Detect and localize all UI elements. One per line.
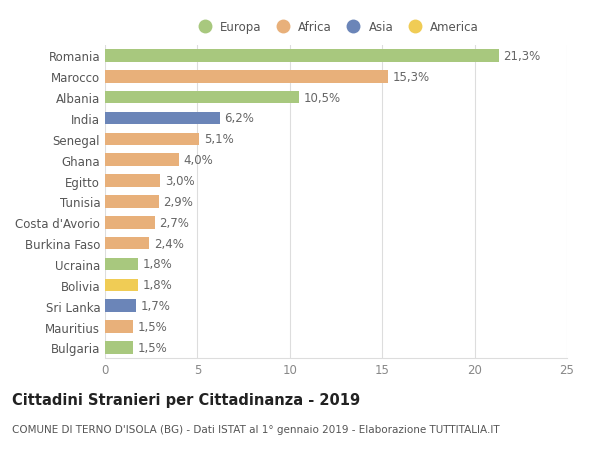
Text: 1,5%: 1,5% bbox=[137, 320, 167, 333]
Bar bbox=[105, 341, 133, 354]
Bar bbox=[105, 237, 149, 250]
Text: 10,5%: 10,5% bbox=[304, 91, 341, 104]
Text: Cittadini Stranieri per Cittadinanza - 2019: Cittadini Stranieri per Cittadinanza - 2… bbox=[12, 392, 360, 408]
Text: 1,5%: 1,5% bbox=[137, 341, 167, 354]
Text: 2,9%: 2,9% bbox=[163, 196, 193, 208]
Text: 15,3%: 15,3% bbox=[392, 71, 430, 84]
Text: 1,8%: 1,8% bbox=[143, 258, 173, 271]
Bar bbox=[105, 320, 133, 333]
Bar bbox=[105, 279, 138, 291]
Text: 2,7%: 2,7% bbox=[160, 216, 190, 229]
Bar bbox=[105, 133, 199, 146]
Text: 3,0%: 3,0% bbox=[165, 175, 194, 188]
Bar bbox=[105, 300, 136, 312]
Bar bbox=[105, 196, 158, 208]
Bar bbox=[105, 154, 179, 167]
Text: 6,2%: 6,2% bbox=[224, 112, 254, 125]
Text: 21,3%: 21,3% bbox=[503, 50, 541, 63]
Text: 5,1%: 5,1% bbox=[204, 133, 233, 146]
Text: 4,0%: 4,0% bbox=[184, 154, 213, 167]
Bar bbox=[105, 217, 155, 229]
Text: 1,7%: 1,7% bbox=[141, 300, 171, 313]
Text: COMUNE DI TERNO D'ISOLA (BG) - Dati ISTAT al 1° gennaio 2019 - Elaborazione TUTT: COMUNE DI TERNO D'ISOLA (BG) - Dati ISTA… bbox=[12, 425, 500, 435]
Bar bbox=[105, 175, 160, 187]
Bar bbox=[105, 92, 299, 104]
Bar bbox=[105, 71, 388, 84]
Legend: Europa, Africa, Asia, America: Europa, Africa, Asia, America bbox=[193, 21, 479, 34]
Text: 2,4%: 2,4% bbox=[154, 237, 184, 250]
Text: 1,8%: 1,8% bbox=[143, 279, 173, 291]
Bar bbox=[105, 50, 499, 62]
Bar bbox=[105, 258, 138, 271]
Bar bbox=[105, 112, 220, 125]
